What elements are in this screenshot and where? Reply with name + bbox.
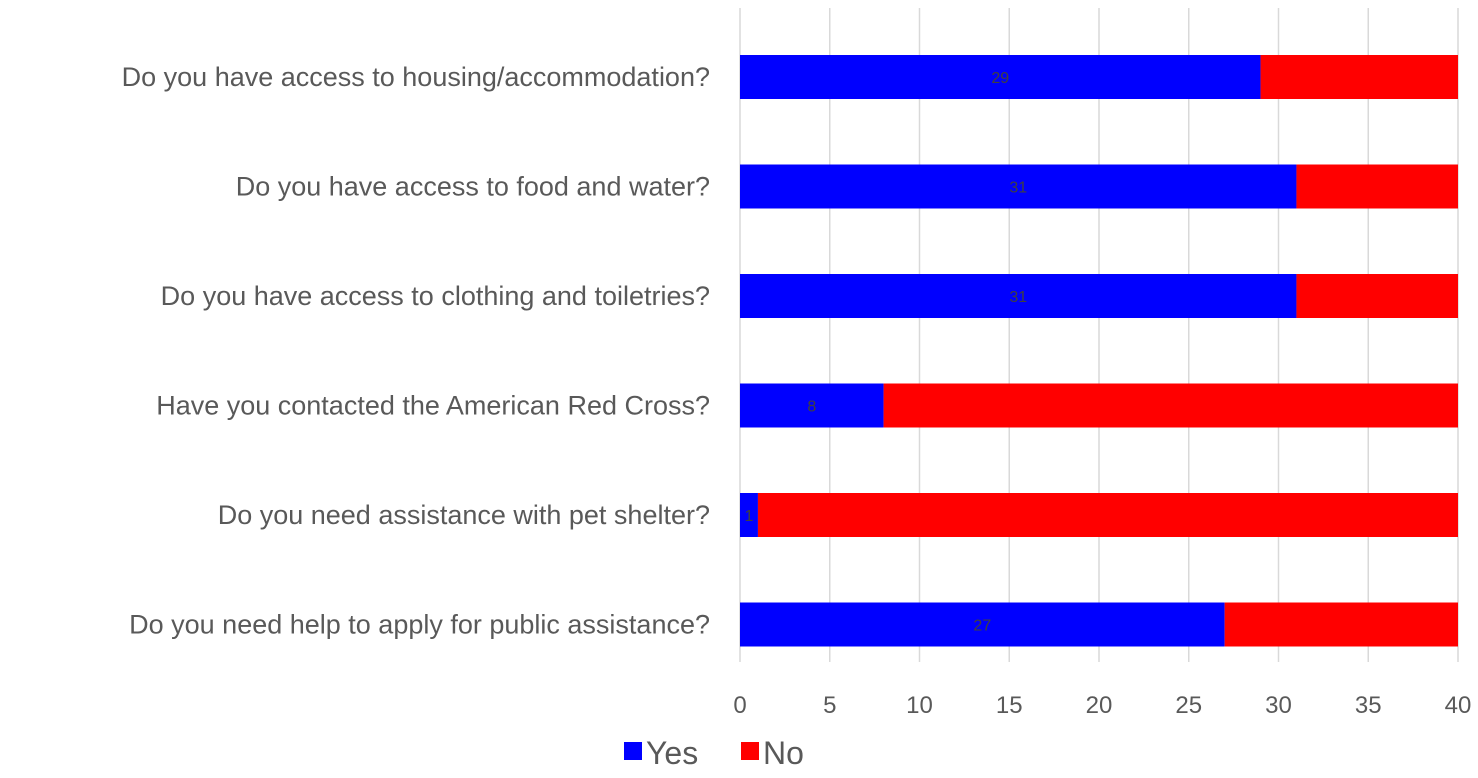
x-axis-ticks: 0 5 10 15 20 25 30 35 40 — [733, 692, 1471, 719]
bar-yes — [740, 602, 1225, 647]
data-label: 31 — [1009, 180, 1027, 197]
x-tick-label: 30 — [1265, 692, 1292, 719]
category-label: Do you have access to clothing and toile… — [161, 281, 710, 311]
x-tick-label: 10 — [906, 692, 933, 719]
legend-label-no: No — [763, 735, 804, 771]
x-tick-label: 40 — [1445, 692, 1472, 719]
x-tick-label: 15 — [996, 692, 1023, 719]
bar-no — [1296, 274, 1458, 318]
bar-yes — [740, 55, 1261, 99]
bar-yes — [740, 274, 1297, 318]
category-label: Have you contacted the American Red Cros… — [156, 391, 710, 421]
x-tick-label: 5 — [823, 692, 836, 719]
bars: 29 31 31 8 1 27 — [740, 55, 1458, 647]
bar-yes — [740, 164, 1297, 209]
x-tick-label: 25 — [1175, 692, 1202, 719]
category-label: Do you need assistance with pet shelter? — [218, 500, 710, 530]
legend: Yes No — [624, 735, 804, 771]
legend-swatch-yes — [624, 742, 642, 760]
x-tick-label: 0 — [733, 692, 746, 719]
bar-no — [883, 383, 1458, 428]
bar-yes — [740, 383, 884, 428]
data-label: 31 — [1009, 289, 1027, 306]
category-label: Do you need help to apply for public ass… — [129, 610, 710, 640]
x-tick-label: 20 — [1086, 692, 1113, 719]
x-tick-label: 35 — [1355, 692, 1382, 719]
data-label: 27 — [973, 618, 991, 635]
category-labels: Do you have access to housing/accommodat… — [122, 62, 710, 640]
bar-no — [1224, 602, 1458, 647]
data-label: 29 — [991, 70, 1009, 87]
bar-no — [1260, 55, 1458, 99]
bar-no — [1296, 164, 1458, 209]
bar-yes — [740, 493, 758, 537]
legend-label-yes: Yes — [646, 735, 698, 771]
category-label: Do you have access to food and water? — [236, 172, 710, 202]
category-label: Do you have access to housing/accommodat… — [122, 62, 710, 92]
legend-swatch-no — [741, 742, 759, 760]
data-label: 1 — [745, 508, 754, 525]
data-label: 8 — [807, 399, 816, 416]
gridlines — [739, 8, 1459, 662]
bar-no — [757, 493, 1458, 537]
